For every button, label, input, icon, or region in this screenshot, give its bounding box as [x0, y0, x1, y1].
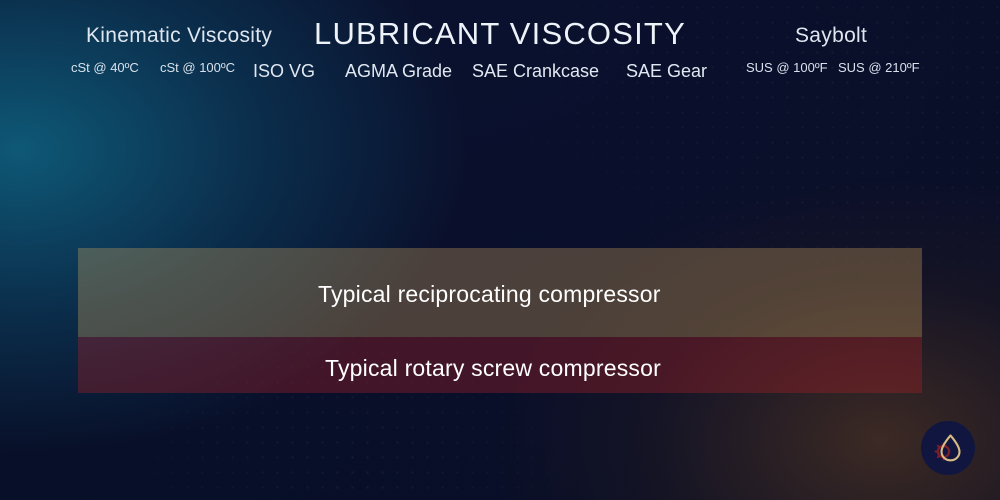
oil-drop-gear-logo: [921, 421, 975, 475]
column-header-sus100: SUS @ 100ºF: [746, 60, 828, 75]
scale-cst40: [133, 0, 134, 500]
group-header-saybolt: Saybolt: [795, 24, 868, 47]
band-label-reciprocating: Typical reciprocating compressor: [318, 281, 661, 307]
column-header-sae-gear: SAE Gear: [626, 61, 708, 81]
column-header-agma-grade: AGMA Grade: [345, 61, 453, 81]
oil-drop-icon: [940, 434, 961, 462]
column-header-cst100: cSt @ 100ºC: [160, 60, 236, 75]
column-header-iso-vg: ISO VG: [253, 61, 316, 81]
column-header-sae-crankcase: SAE Crankcase: [472, 61, 600, 81]
column-header-sus210: SUS @ 210ºF: [838, 60, 920, 75]
band-label-rotary: Typical rotary screw compressor: [325, 355, 661, 381]
column-header-cst40: cSt @ 40ºC: [71, 60, 139, 75]
group-header-kinematic: Kinematic Viscosity: [86, 24, 273, 47]
page-title: LUBRICANT VISCOSITY: [314, 16, 686, 51]
